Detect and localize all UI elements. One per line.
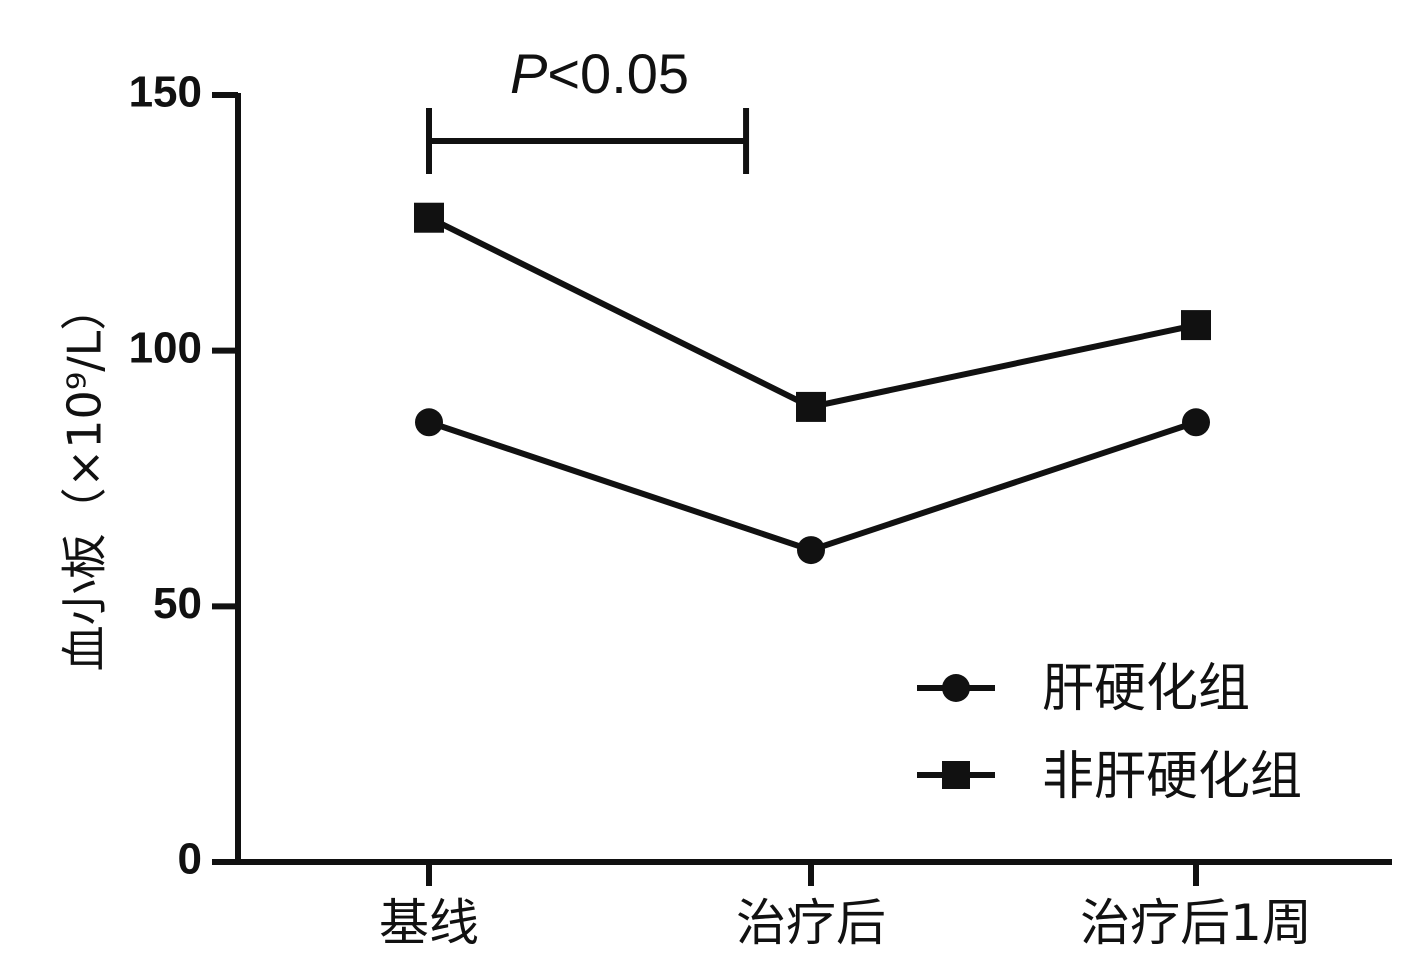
significance-annotation: P<0.05 bbox=[426, 42, 750, 175]
y-tick-label: 0 bbox=[178, 835, 202, 884]
legend: 肝硬化组 非肝硬化组 bbox=[917, 659, 1302, 807]
data-point-square bbox=[414, 202, 444, 233]
legend-label-non-cirrhosis: 非肝硬化组 bbox=[1042, 747, 1302, 807]
y-tick-label: 100 bbox=[129, 323, 202, 372]
legend-circle-icon bbox=[942, 674, 970, 702]
x-ticks: 基线 治疗后 治疗后1周 bbox=[379, 862, 1312, 952]
data-point-square bbox=[796, 391, 826, 422]
data-point-circle bbox=[797, 536, 825, 565]
legend-item-cirrhosis: 肝硬化组 bbox=[917, 659, 1250, 719]
y-ticks: 0 50 100 150 bbox=[129, 68, 238, 884]
legend-label-cirrhosis: 肝硬化组 bbox=[1042, 659, 1250, 719]
y-tick-label: 150 bbox=[129, 68, 202, 117]
legend-item-non-cirrhosis: 非肝硬化组 bbox=[917, 747, 1302, 807]
p-value-label: P<0.05 bbox=[510, 42, 689, 105]
legend-square-icon bbox=[942, 761, 970, 789]
x-tick-label: 基线 bbox=[379, 894, 479, 952]
y-axis-title: 血小板（×10⁹/L） bbox=[58, 285, 112, 672]
p-italic: P bbox=[510, 42, 547, 105]
p-rest: <0.05 bbox=[547, 42, 689, 105]
series-layer bbox=[414, 202, 1211, 565]
series-line-1 bbox=[427, 215, 1197, 411]
series-line-0 bbox=[428, 419, 1197, 554]
y-tick-label: 50 bbox=[153, 579, 202, 628]
data-point-circle bbox=[1182, 408, 1210, 437]
x-tick-label: 治疗后 bbox=[736, 894, 886, 952]
x-tick-label: 治疗后1周 bbox=[1080, 894, 1312, 952]
data-point-circle bbox=[415, 408, 443, 437]
data-point-square bbox=[1181, 310, 1211, 341]
